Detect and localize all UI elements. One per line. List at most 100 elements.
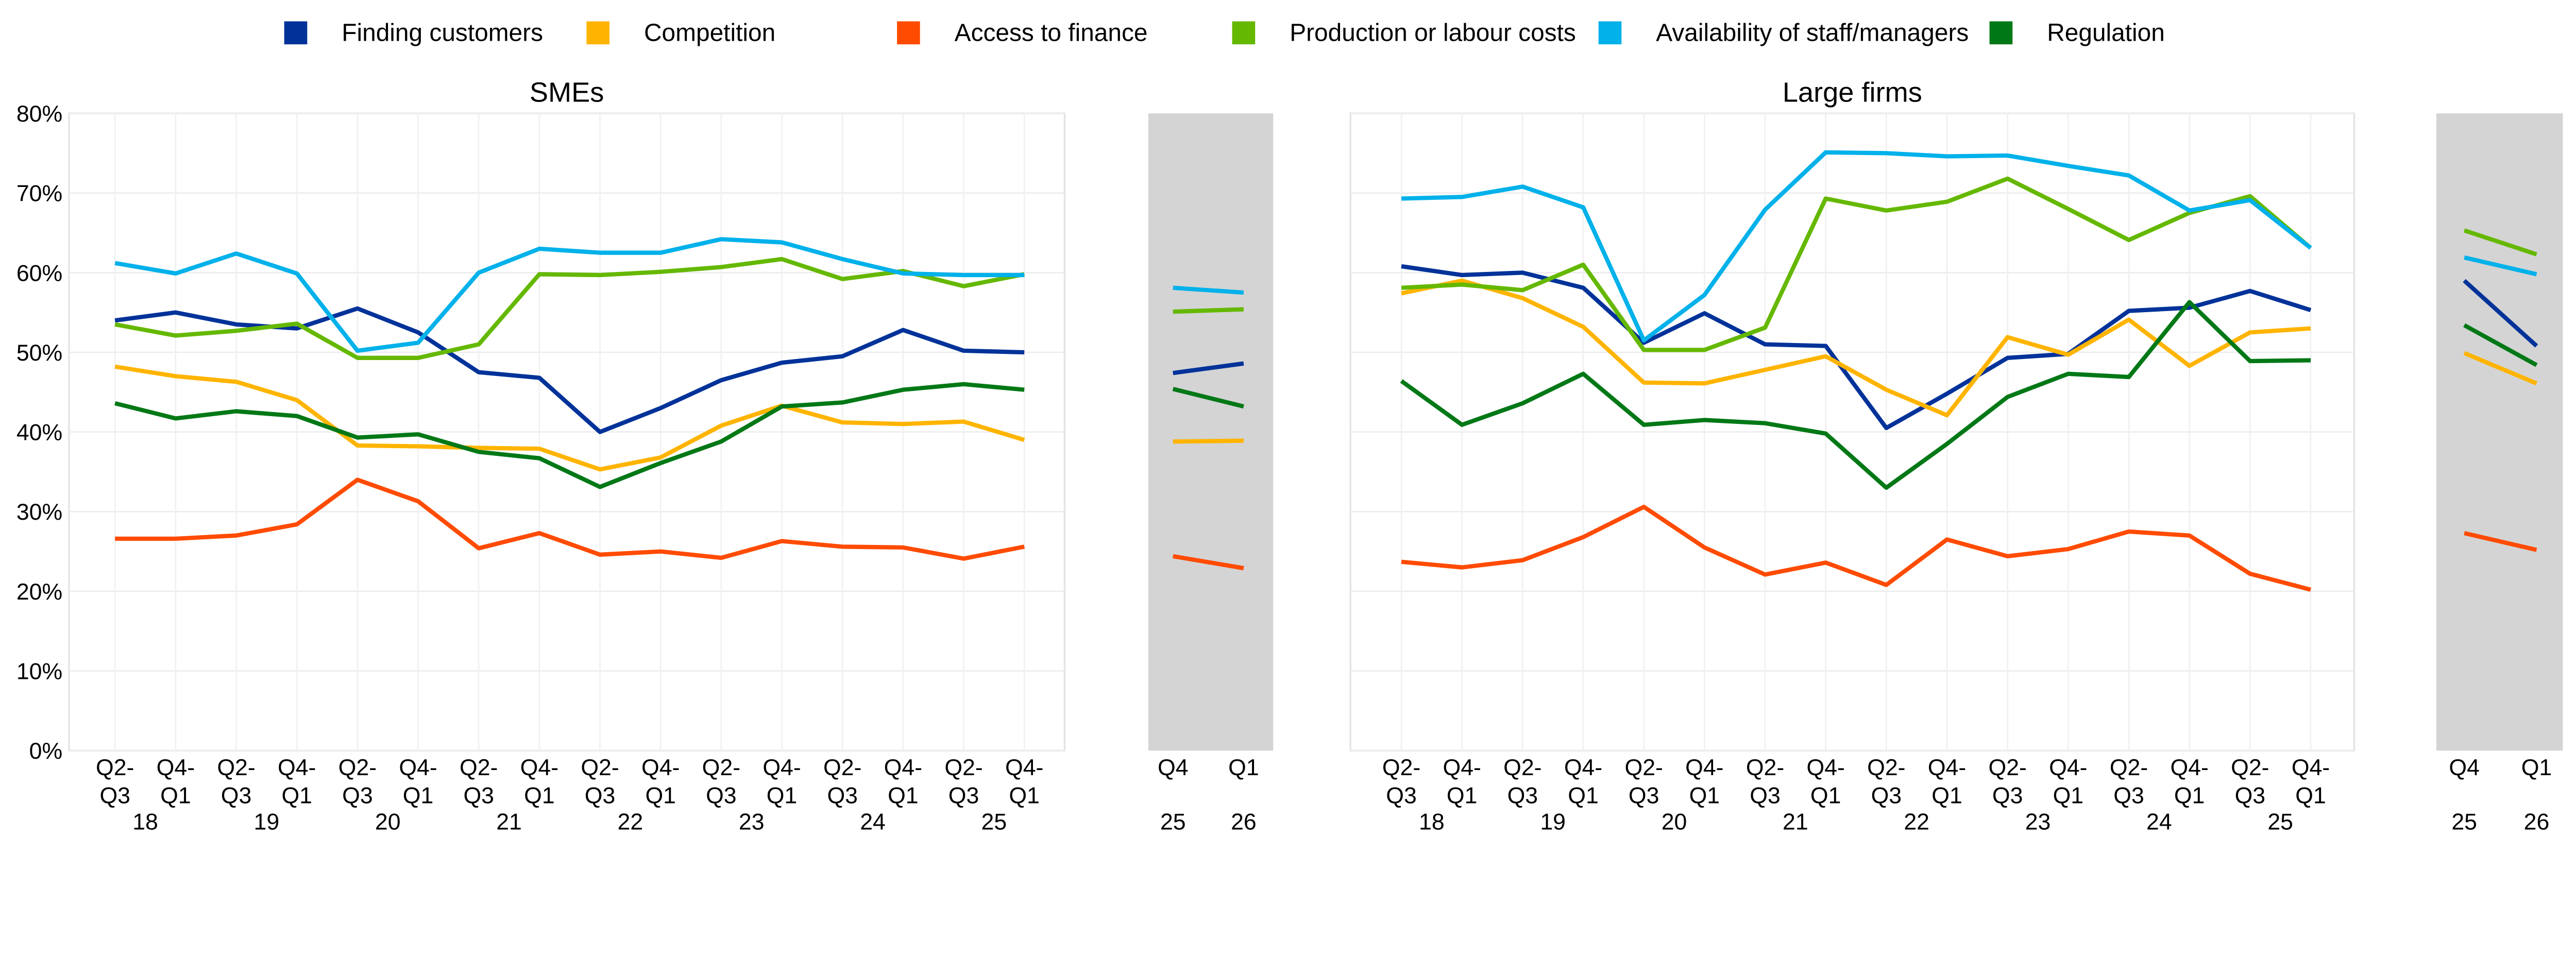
legend-swatch xyxy=(1989,21,2013,45)
x-tick-label: Q3 xyxy=(585,783,616,808)
x-tick-label: Q1 xyxy=(1228,755,1259,780)
x-tick-label: Q2- xyxy=(1988,755,2026,780)
y-tick-label: 20% xyxy=(16,579,62,605)
series-line-availability-of-staff-managers xyxy=(114,237,1025,353)
x-year-label: 25 xyxy=(2267,809,2293,834)
x-tick-label: Q2- xyxy=(460,755,498,780)
x-year-label: 24 xyxy=(2146,809,2172,834)
legend-swatch xyxy=(897,21,920,45)
expectation-line-access-to-finance xyxy=(1173,554,1244,571)
legend-swatch xyxy=(1598,21,1622,45)
x-tick-label: Q3 xyxy=(706,783,737,808)
x-tick-label: Q3 xyxy=(342,783,373,808)
x-year-label: 19 xyxy=(1540,809,1566,834)
x-tick-label: Q4 xyxy=(1158,755,1189,780)
x-tick-label: Q4- xyxy=(884,755,922,780)
x-tick-label: Q4 xyxy=(2449,755,2480,780)
series-line-regulation xyxy=(1400,300,2311,490)
y-tick-label: 10% xyxy=(16,659,62,685)
x-year-label: 21 xyxy=(496,809,522,834)
x-tick-label: Q1 xyxy=(1009,783,1040,808)
panel-title: Large firms xyxy=(1783,77,1922,108)
x-tick-label: Q4- xyxy=(762,755,801,780)
legend-label: Production or labour costs xyxy=(1290,20,1576,47)
smes-panel: 0% 10% 20% 30% 40% 50% 60% 70% 80% Q2- Q3 Q4- Q1 Q2- Q… xyxy=(16,77,1274,834)
legend-label: Availability of staff/managers xyxy=(1656,20,1969,47)
expectation-line-finding-customers xyxy=(2463,279,2538,348)
x-year-label: 18 xyxy=(1419,809,1445,834)
x-year-label: 20 xyxy=(375,809,401,834)
expectation-line-availability-of-staff-managers xyxy=(2464,255,2537,277)
x-tick-label: Q1 xyxy=(2174,783,2205,808)
x-tick-label: Q1 xyxy=(1931,783,1962,808)
x-tick-label: Q1 xyxy=(1689,783,1720,808)
x-year-label: 24 xyxy=(860,809,886,834)
x-tick-label: Q4- xyxy=(278,755,316,780)
series-line-production-or-labour-costs xyxy=(114,257,1025,360)
expectation-line-access-to-finance xyxy=(2464,531,2537,552)
x-year-label: 25 xyxy=(981,809,1007,834)
x-tick-label: Q1 xyxy=(403,783,434,808)
x-tick-label: Q4- xyxy=(2292,755,2330,780)
expectation-line-production-or-labour-costs xyxy=(1173,307,1244,314)
legend-label: Competition xyxy=(644,20,775,47)
expectations-shading xyxy=(2436,113,2563,751)
legend-label: Finding customers xyxy=(342,20,543,47)
x-tick-label: Q4- xyxy=(2049,755,2087,780)
x-tick-label: Q3 xyxy=(1871,783,1902,808)
x-tick-label: Q3 xyxy=(2113,783,2144,808)
x-tick-label: Q3 xyxy=(948,783,979,808)
x-tick-label: Q4- xyxy=(1005,755,1043,780)
expectation-line-production-or-labour-costs xyxy=(2463,228,2537,257)
series-line-finding-customers xyxy=(1401,264,2312,431)
x-tick-label: Q4- xyxy=(1685,755,1723,780)
x-tick-label: Q1 xyxy=(1810,783,1841,808)
legend-label: Access to finance xyxy=(955,20,1148,47)
x-tick-label: Q4- xyxy=(1806,755,1844,780)
y-tick-label: 40% xyxy=(16,420,62,446)
x-tick-label: Q3 xyxy=(2235,783,2266,808)
x-tick-label: Q2- xyxy=(1382,755,1420,780)
y-tick-label: 50% xyxy=(16,340,62,366)
x-tick-label: Q3 xyxy=(221,783,252,808)
legend-swatch xyxy=(586,21,610,45)
x-tick-label: Q2- xyxy=(96,755,134,780)
y-tick-label: 0% xyxy=(29,739,62,764)
x-tick-label: Q4- xyxy=(157,755,195,780)
expectation-line-regulation xyxy=(2463,323,2538,367)
x-year-label: 18 xyxy=(132,809,158,834)
x-year-label: 22 xyxy=(618,809,643,834)
x-tick-label: Q2- xyxy=(217,755,255,780)
expectation-line-availability-of-staff-managers xyxy=(1173,285,1244,295)
x-tick-label: Q3 xyxy=(1386,783,1417,808)
legend-swatch xyxy=(284,21,308,45)
expectation-line-competition xyxy=(1173,438,1244,444)
x-tick-label: Q1 xyxy=(2521,755,2552,780)
x-tick-label: Q3 xyxy=(1750,783,1781,808)
x-tick-label: Q3 xyxy=(1629,783,1659,808)
legend-label: Regulation xyxy=(2047,20,2165,47)
x-tick-label: Q3 xyxy=(1992,783,2023,808)
x-year-label: 20 xyxy=(1662,809,1687,834)
x-tick-label: Q1 xyxy=(1568,783,1599,808)
x-year-label: 23 xyxy=(2025,809,2051,834)
legend: Finding customers Competition Access to fi… xyxy=(284,20,2165,47)
x-tick-label: Q1 xyxy=(524,783,555,808)
y-tick-label: 70% xyxy=(16,181,62,207)
x-tick-label: Q4- xyxy=(520,755,558,780)
series-line-production-or-labour-costs xyxy=(1401,176,2312,352)
series-line-availability-of-staff-managers xyxy=(1401,150,2312,343)
expectations-shading xyxy=(1148,113,1274,751)
chart: Finding customers Competition Access to fi… xyxy=(16,20,2563,834)
expectation-line-competition xyxy=(2463,351,2538,386)
x-tick-label: Q2- xyxy=(823,755,861,780)
series-line-competition xyxy=(114,364,1025,472)
x-tick-label: Q4- xyxy=(1443,755,1481,780)
x-tick-label: Q1 xyxy=(645,783,676,808)
x-tick-label: Q2- xyxy=(1746,755,1784,780)
x-year-label: 26 xyxy=(1231,809,1257,834)
x-tick-label: Q3 xyxy=(463,783,494,808)
y-tick-label: 60% xyxy=(16,261,62,286)
x-tick-label: Q2- xyxy=(1867,755,1905,780)
expectation-line-regulation xyxy=(1172,387,1244,409)
